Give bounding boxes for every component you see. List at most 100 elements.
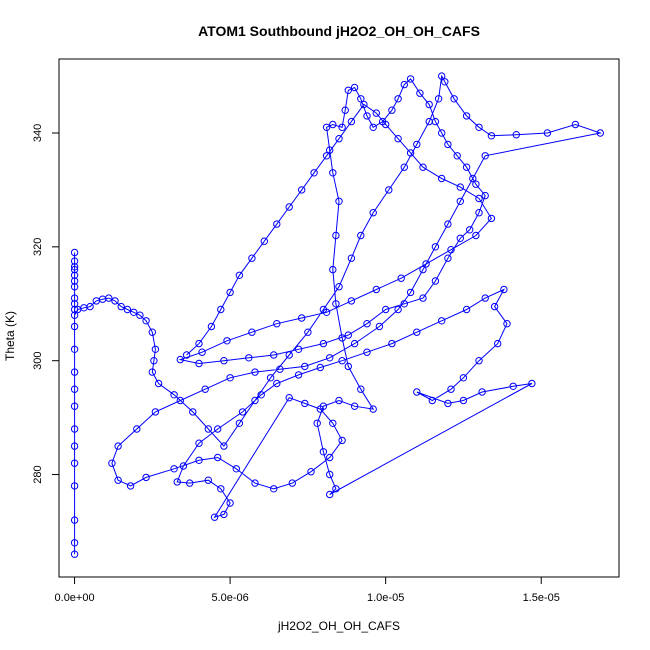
data-point	[375, 322, 384, 331]
data-point	[322, 308, 331, 316]
data-point	[304, 328, 312, 336]
data-point	[301, 399, 309, 408]
data-point	[319, 339, 328, 348]
data-point	[400, 163, 408, 171]
data-point	[469, 174, 477, 183]
data-point	[338, 436, 346, 445]
data-point	[444, 399, 452, 408]
data-point	[70, 539, 79, 547]
data-point	[503, 320, 511, 328]
data-point	[151, 408, 160, 416]
x-tick-label: 5.0e-06	[211, 592, 248, 604]
data-point	[182, 351, 191, 359]
data-point	[148, 328, 157, 336]
data-point	[70, 550, 79, 558]
data-point	[273, 220, 281, 228]
x-axis-label: jH2O2_OH_OH_CAFS	[277, 619, 400, 633]
data-point	[130, 308, 138, 316]
data-point	[214, 425, 222, 433]
chart-title: ATOM1 Southbound jH2O2_OH_OH_CAFS	[198, 23, 480, 39]
data-point	[475, 123, 483, 132]
data-point	[360, 100, 368, 109]
data-point	[173, 478, 181, 486]
data-point	[444, 220, 452, 228]
series-line	[74, 74, 603, 555]
data-point	[462, 112, 471, 120]
data-point	[372, 285, 380, 294]
data-point	[494, 339, 502, 348]
data-point	[363, 112, 371, 120]
data-point	[481, 152, 489, 160]
data-point	[344, 86, 352, 95]
data-point	[220, 357, 228, 365]
data-point	[428, 396, 436, 405]
data-point	[444, 140, 452, 149]
data-point	[329, 169, 337, 177]
data-point	[70, 345, 79, 353]
y-tick-label: 320	[32, 238, 44, 256]
data-point	[326, 453, 334, 462]
data-point	[406, 288, 415, 297]
data-point	[382, 120, 390, 129]
data-point	[400, 300, 408, 308]
data-point	[322, 123, 331, 132]
data-point	[481, 191, 489, 200]
data-point	[251, 368, 259, 376]
data-point	[335, 283, 343, 291]
y-tick-label: 280	[32, 465, 44, 483]
data-point	[419, 163, 427, 171]
data-point	[425, 100, 433, 109]
data-point	[176, 396, 185, 405]
data-point	[322, 152, 331, 160]
data-point	[70, 425, 79, 433]
data-point	[220, 510, 228, 519]
y-tick-label: 300	[32, 352, 44, 370]
data-point	[394, 95, 402, 103]
data-point	[86, 302, 94, 311]
data-point	[350, 339, 359, 348]
data-point	[400, 80, 408, 89]
data-point	[456, 197, 464, 206]
data-point	[372, 109, 380, 117]
data-point	[406, 149, 415, 157]
data-point	[232, 465, 241, 473]
data-point	[422, 260, 430, 268]
data-point	[450, 95, 458, 103]
data-point	[509, 382, 517, 390]
data-point	[307, 468, 315, 476]
data-point	[111, 297, 119, 305]
data-point	[195, 456, 203, 464]
data-point	[70, 294, 79, 302]
data-point	[285, 351, 293, 359]
data-point	[419, 294, 427, 302]
data-point	[70, 385, 79, 393]
data-point	[369, 123, 377, 132]
x-tick-label: 1.5e-05	[523, 592, 560, 604]
data-point	[329, 120, 337, 129]
data-point	[326, 490, 334, 499]
data-point	[344, 362, 352, 371]
data-point	[459, 396, 468, 405]
data-point	[500, 285, 508, 294]
data-point	[245, 354, 253, 362]
data-point	[214, 453, 222, 462]
data-point	[273, 379, 281, 388]
data-point	[151, 345, 160, 353]
data-point	[335, 135, 343, 143]
data-point	[273, 320, 281, 328]
data-point	[70, 257, 79, 265]
data-point	[462, 305, 471, 314]
data-point	[419, 265, 427, 274]
data-point	[326, 146, 334, 154]
data-point	[207, 322, 216, 331]
data-point	[114, 442, 122, 450]
data-point	[204, 476, 213, 484]
data-point	[176, 355, 185, 364]
data-point	[475, 357, 483, 365]
data-point	[326, 354, 334, 362]
data-point	[481, 294, 489, 302]
data-point	[285, 203, 293, 211]
data-point	[238, 408, 247, 416]
data-point	[133, 425, 141, 433]
